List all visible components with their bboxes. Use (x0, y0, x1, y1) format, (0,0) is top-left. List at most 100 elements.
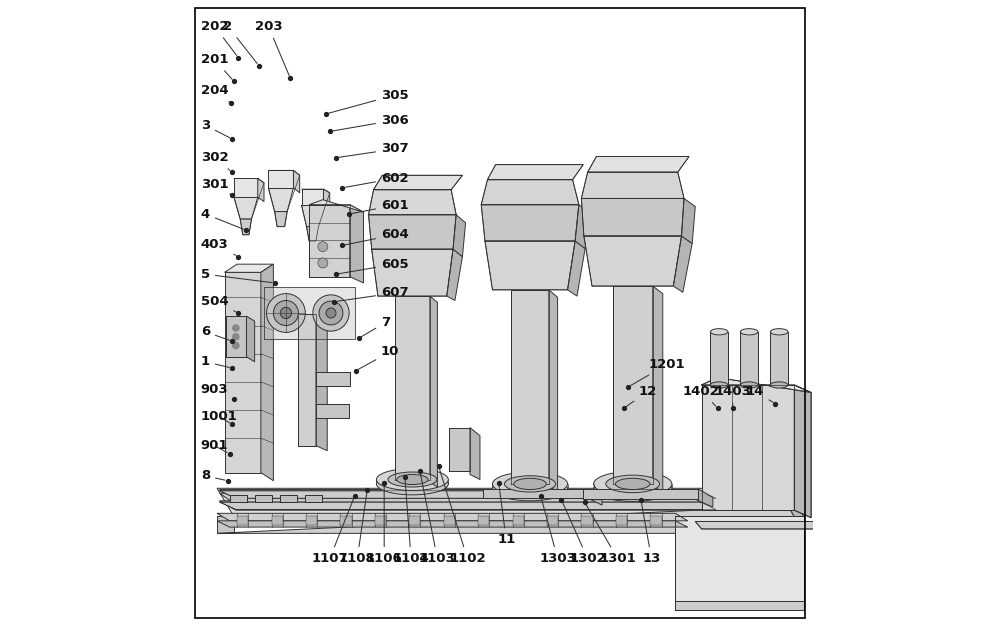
Polygon shape (350, 205, 364, 283)
Text: 13: 13 (641, 502, 661, 565)
Polygon shape (298, 314, 316, 446)
Polygon shape (483, 489, 590, 498)
Text: 601: 601 (351, 199, 409, 213)
Ellipse shape (313, 295, 349, 331)
Polygon shape (487, 165, 583, 180)
Polygon shape (653, 286, 663, 491)
Ellipse shape (606, 475, 660, 493)
Polygon shape (470, 428, 480, 480)
Text: 6: 6 (201, 326, 229, 341)
Circle shape (233, 325, 239, 331)
Text: 201: 201 (201, 53, 232, 80)
Text: 1301: 1301 (586, 505, 636, 565)
Polygon shape (217, 506, 804, 533)
Polygon shape (794, 385, 811, 518)
Polygon shape (447, 249, 462, 300)
Polygon shape (513, 516, 524, 525)
Polygon shape (481, 205, 579, 241)
Text: 604: 604 (345, 228, 409, 245)
Text: 1201: 1201 (631, 358, 686, 386)
Polygon shape (581, 172, 684, 198)
Polygon shape (369, 215, 456, 249)
Polygon shape (444, 516, 455, 525)
Polygon shape (673, 236, 692, 292)
Polygon shape (225, 264, 273, 272)
Polygon shape (220, 491, 716, 498)
Polygon shape (225, 272, 261, 473)
Polygon shape (258, 178, 264, 202)
Polygon shape (682, 198, 695, 244)
Text: 202: 202 (201, 20, 237, 55)
Text: 14: 14 (745, 385, 773, 403)
Polygon shape (316, 404, 349, 418)
Polygon shape (302, 189, 323, 205)
Text: 1001: 1001 (201, 410, 238, 423)
Text: 1104: 1104 (393, 480, 429, 565)
Polygon shape (650, 516, 662, 525)
Polygon shape (770, 332, 788, 385)
Polygon shape (268, 170, 293, 188)
Polygon shape (217, 516, 234, 533)
Text: 11: 11 (497, 486, 515, 546)
Polygon shape (264, 287, 355, 339)
Text: 3: 3 (201, 119, 230, 138)
Text: 1302: 1302 (562, 502, 606, 565)
Polygon shape (409, 516, 420, 525)
Polygon shape (581, 516, 593, 525)
Polygon shape (275, 212, 287, 227)
Text: 7: 7 (362, 316, 390, 337)
Text: 901: 901 (201, 439, 228, 453)
Polygon shape (255, 495, 272, 502)
Polygon shape (316, 314, 327, 451)
Polygon shape (217, 521, 688, 527)
Text: 8: 8 (201, 470, 225, 482)
Ellipse shape (273, 300, 298, 326)
Text: 1403: 1403 (714, 385, 751, 406)
Polygon shape (583, 489, 698, 499)
Ellipse shape (492, 472, 568, 496)
Text: 903: 903 (201, 383, 234, 399)
Circle shape (318, 258, 328, 268)
Polygon shape (675, 516, 804, 601)
Polygon shape (234, 197, 258, 219)
Ellipse shape (492, 477, 568, 501)
Polygon shape (307, 227, 318, 241)
Text: 305: 305 (329, 89, 409, 113)
Circle shape (233, 334, 239, 340)
Polygon shape (316, 372, 350, 386)
Polygon shape (481, 180, 579, 205)
Polygon shape (575, 205, 589, 249)
Polygon shape (240, 219, 251, 235)
Ellipse shape (770, 382, 788, 388)
Polygon shape (220, 490, 703, 501)
Ellipse shape (397, 475, 428, 485)
Polygon shape (788, 488, 804, 533)
Polygon shape (230, 495, 247, 502)
Polygon shape (740, 332, 758, 385)
Polygon shape (698, 489, 713, 507)
Text: 1108: 1108 (339, 492, 376, 565)
Polygon shape (702, 385, 794, 510)
Polygon shape (226, 316, 246, 357)
Polygon shape (268, 188, 293, 212)
Polygon shape (568, 241, 585, 296)
Ellipse shape (740, 329, 758, 335)
Polygon shape (710, 332, 728, 385)
Polygon shape (372, 249, 453, 296)
Polygon shape (675, 601, 804, 610)
Ellipse shape (740, 382, 758, 388)
Circle shape (233, 342, 239, 349)
Ellipse shape (615, 478, 650, 490)
Polygon shape (293, 170, 300, 193)
Text: 10: 10 (358, 346, 399, 369)
Polygon shape (549, 290, 558, 491)
Polygon shape (306, 516, 317, 525)
Polygon shape (511, 290, 549, 484)
Ellipse shape (280, 307, 292, 319)
Text: 1402: 1402 (683, 385, 720, 406)
Ellipse shape (267, 294, 305, 332)
Ellipse shape (594, 471, 672, 496)
Polygon shape (309, 200, 364, 212)
Polygon shape (375, 516, 386, 525)
Polygon shape (305, 495, 322, 502)
